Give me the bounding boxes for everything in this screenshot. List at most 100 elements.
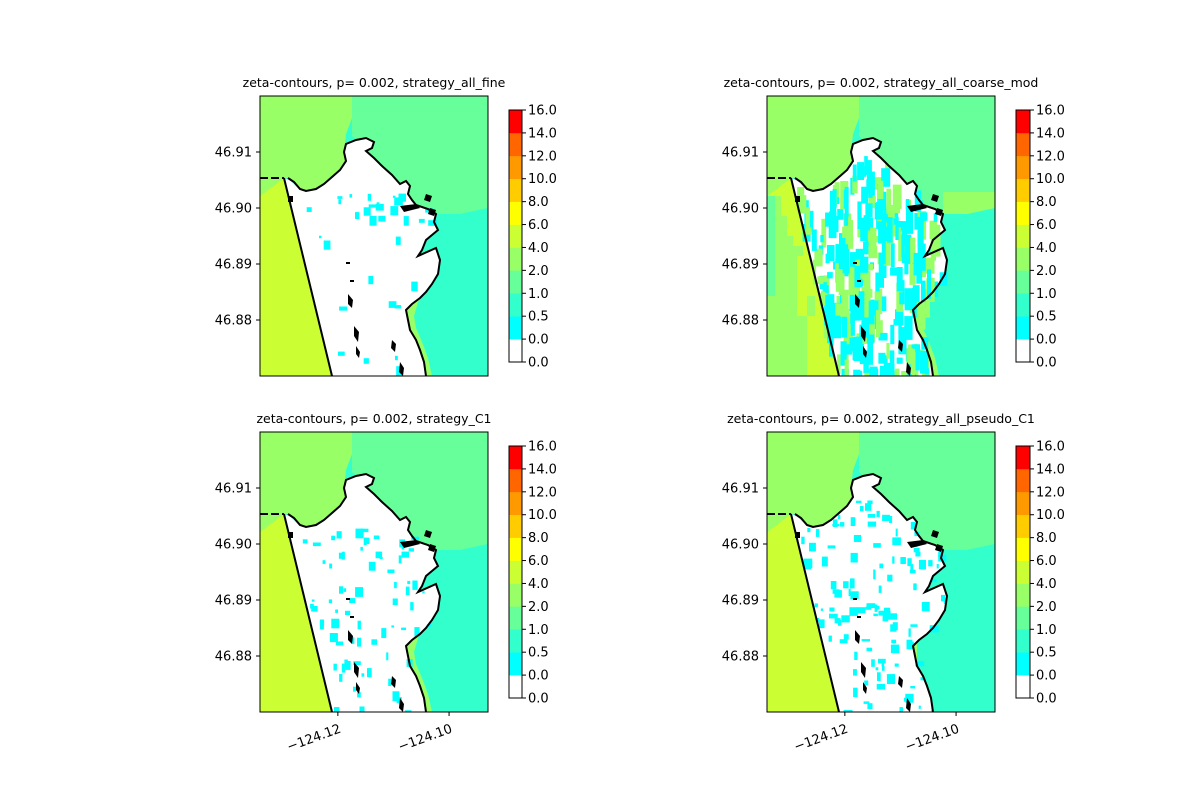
contour-fill [864, 156, 868, 170]
colorbar-tick-label: 6.0 [528, 554, 549, 569]
contour-fill [847, 313, 851, 338]
contour-fill [868, 300, 873, 321]
contour-fill [912, 287, 917, 318]
contour-fill [787, 186, 797, 236]
contour-fill [861, 317, 871, 330]
contour-fill [343, 588, 347, 592]
y-tick-label: 46.89 [215, 594, 252, 609]
island [863, 346, 867, 358]
colorbar-tick-label: 1.0 [528, 623, 549, 638]
contour-fill [917, 562, 995, 712]
contour-fill [890, 267, 899, 276]
colorbar-segment [509, 293, 522, 317]
contour-fill [841, 615, 850, 623]
island [346, 262, 350, 264]
contour-fill [878, 658, 886, 664]
contour-fill [355, 587, 363, 597]
contour-fill [858, 370, 863, 376]
island [907, 204, 927, 212]
contour-fill [910, 522, 916, 530]
colorbar-segment [1016, 537, 1030, 561]
contour-fill [842, 226, 850, 238]
colorbar-tick-label: 10.0 [528, 508, 557, 523]
contour-fill [863, 350, 869, 374]
contour-fill [857, 162, 865, 180]
contour-fill [877, 672, 881, 681]
axes-frame [259, 431, 489, 713]
contour-fill [353, 686, 356, 692]
colorbar: 0.0 0.0 0.5 1.0 2.0 4.0 6.0 8.0 10.0 12.0 14.0 16.0 [508, 104, 557, 371]
land-edge [283, 513, 333, 712]
contour-fill [848, 588, 851, 597]
contour-fill [918, 559, 926, 570]
contour-fill [830, 190, 837, 219]
contour-fill [878, 585, 882, 593]
contour-fill [816, 529, 820, 537]
contour-fill [401, 711, 405, 712]
colorbar-segment [1016, 224, 1030, 248]
land-edge [790, 177, 840, 376]
island [855, 630, 860, 644]
contour-fill [260, 96, 352, 191]
contour-fill [814, 603, 818, 608]
contour-fill [896, 267, 903, 292]
contour-fill [396, 366, 402, 376]
island [424, 194, 432, 202]
chart-title: zeta-contours, p= 0.002, strategy_C1 [256, 411, 491, 426]
contour-fill [873, 613, 878, 617]
contour-fill [907, 558, 912, 567]
colorbar-tick-label: 0.0 [1036, 333, 1057, 348]
contour-fill [371, 639, 377, 645]
contour-fill [404, 710, 412, 712]
contour-fill [853, 687, 858, 698]
land-edge [790, 513, 840, 712]
colorbar-segment [509, 514, 522, 538]
contour-fill [406, 544, 488, 712]
colorbar-segment [1016, 514, 1030, 538]
contour-fill [835, 269, 840, 292]
contour-fill [889, 350, 895, 373]
contour-fill [863, 326, 870, 338]
contour-fill [805, 207, 810, 232]
contour-fill [881, 296, 887, 311]
chart-panel-1: zeta-contours, p= 0.002, strategy_all_fi… [215, 75, 557, 377]
contour-fill [817, 276, 826, 285]
contour-fill [938, 554, 947, 562]
contour-fill [329, 563, 333, 569]
contour-fill [306, 207, 312, 212]
island [400, 540, 420, 548]
island [861, 326, 866, 342]
island [857, 280, 861, 282]
colorbar-tick-label: 6.0 [528, 218, 549, 233]
island [428, 544, 436, 552]
contour-fill [422, 591, 425, 594]
axes-frame [259, 95, 489, 377]
contour-fill [865, 503, 872, 511]
island [348, 630, 353, 644]
contour-fill [368, 561, 376, 571]
contour-fill [386, 652, 389, 661]
contour-fill [349, 194, 353, 198]
contour-fill [898, 327, 907, 355]
contour-fill [910, 686, 915, 689]
contour-fill [899, 707, 903, 712]
colorbar-tick-label: 8.0 [1036, 195, 1057, 210]
contour-fill [875, 605, 880, 610]
contour-fill [883, 362, 892, 376]
island [346, 598, 350, 600]
contour-fill [911, 348, 916, 376]
contour-fill [827, 245, 835, 261]
colorbar-tick-label: 4.0 [528, 241, 549, 256]
contour-fill [933, 213, 938, 222]
contour-fill [850, 312, 855, 336]
y-tick-label: 46.91 [215, 482, 252, 497]
contour-fill [906, 199, 910, 225]
contour-fill [843, 634, 849, 640]
contour-fill [834, 618, 841, 624]
contour-fill [873, 569, 876, 580]
contour-fill [767, 432, 859, 527]
y-tick-label: 46.91 [722, 146, 759, 161]
colorbar-frame [508, 109, 523, 363]
contour-fill [328, 599, 333, 604]
contour-fill [840, 341, 847, 366]
